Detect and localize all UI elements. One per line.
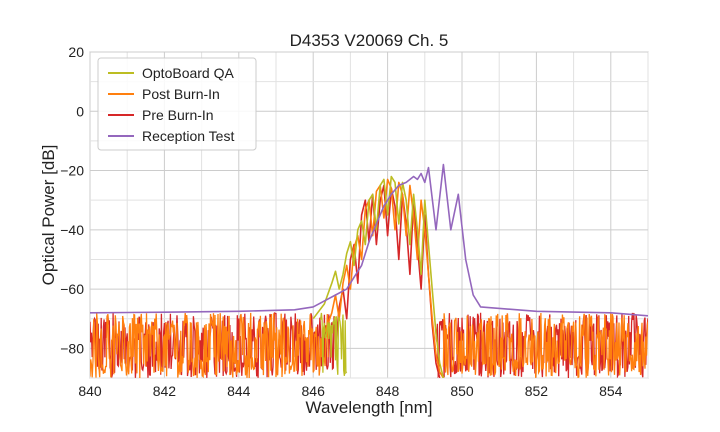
- series-noise-line: [90, 312, 329, 378]
- legend-entry: Pre Burn-In: [142, 107, 214, 123]
- series-reception-test: [90, 163, 648, 317]
- x-tick-label: 854: [599, 383, 623, 399]
- legend-entry: Post Burn-In: [142, 86, 220, 102]
- x-tick-label: 844: [227, 383, 251, 399]
- chart-title: D4353 V20069 Ch. 5: [290, 31, 449, 50]
- y-tick-label: −20: [60, 163, 84, 179]
- series-line: [90, 163, 648, 317]
- y-axis-label: Optical Power [dB]: [39, 145, 58, 286]
- y-tick-label: −60: [60, 281, 84, 297]
- legend: OptoBoard QA Post Burn-In Pre Burn-In Recep…: [97, 57, 257, 151]
- x-tick-label: 848: [376, 383, 400, 399]
- x-tick-label: 840: [78, 383, 102, 399]
- legend-box: [97, 57, 257, 151]
- series-noise-line: [319, 312, 348, 376]
- series-optoboard-qa: [312, 175, 445, 378]
- x-tick-label: 842: [153, 383, 177, 399]
- legend-entry: OptoBoard QA: [142, 65, 234, 81]
- x-tick-label: 846: [302, 383, 326, 399]
- x-tick-label: 852: [525, 383, 549, 399]
- y-tick-label: 20: [68, 44, 84, 60]
- x-axis-label: Wavelength [nm]: [306, 398, 433, 417]
- series-layer: [90, 163, 648, 378]
- series-line: [312, 175, 445, 378]
- y-tick-label: −40: [60, 222, 84, 238]
- x-tick-label: 850: [450, 383, 474, 399]
- legend-entry: Reception Test: [142, 128, 234, 144]
- y-tick-label: −80: [60, 340, 84, 356]
- tick-labels: 840 842 844 846 848 850 852 854 −80 −60 −40 −20 0 20: [60, 44, 622, 399]
- series-noise-line-tail: [442, 312, 648, 378]
- y-tick-label: 0: [76, 103, 84, 119]
